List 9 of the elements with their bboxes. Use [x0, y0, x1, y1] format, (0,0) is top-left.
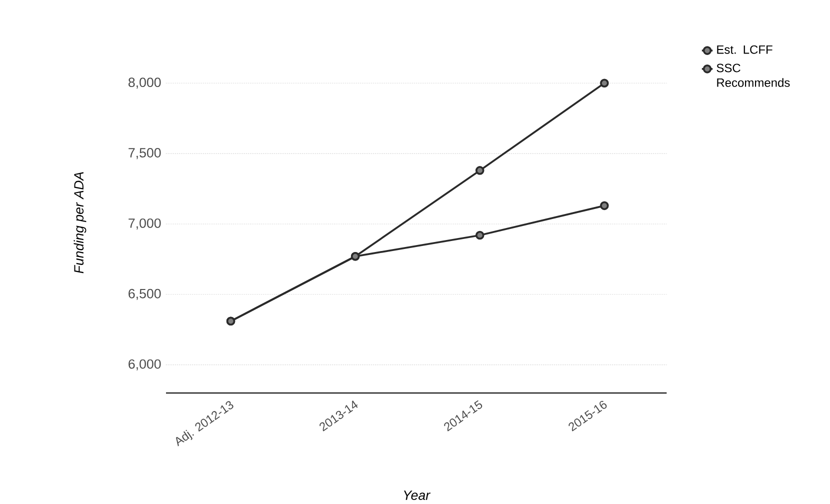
y-tick-label: 8,000 — [128, 77, 161, 88]
legend-label: SSC Recommends — [716, 64, 790, 87]
y-tick-label: 6,500 — [128, 288, 161, 300]
y-tick-label: 7,500 — [128, 148, 161, 159]
legend-label: Est. LCFF — [717, 45, 772, 54]
x-axis-title: Year — [404, 490, 431, 500]
y-tick-label: 6,000 — [128, 359, 161, 370]
y-tick-label: 7,000 — [128, 218, 161, 230]
y-axis-title: Funding per ADA — [74, 172, 86, 274]
